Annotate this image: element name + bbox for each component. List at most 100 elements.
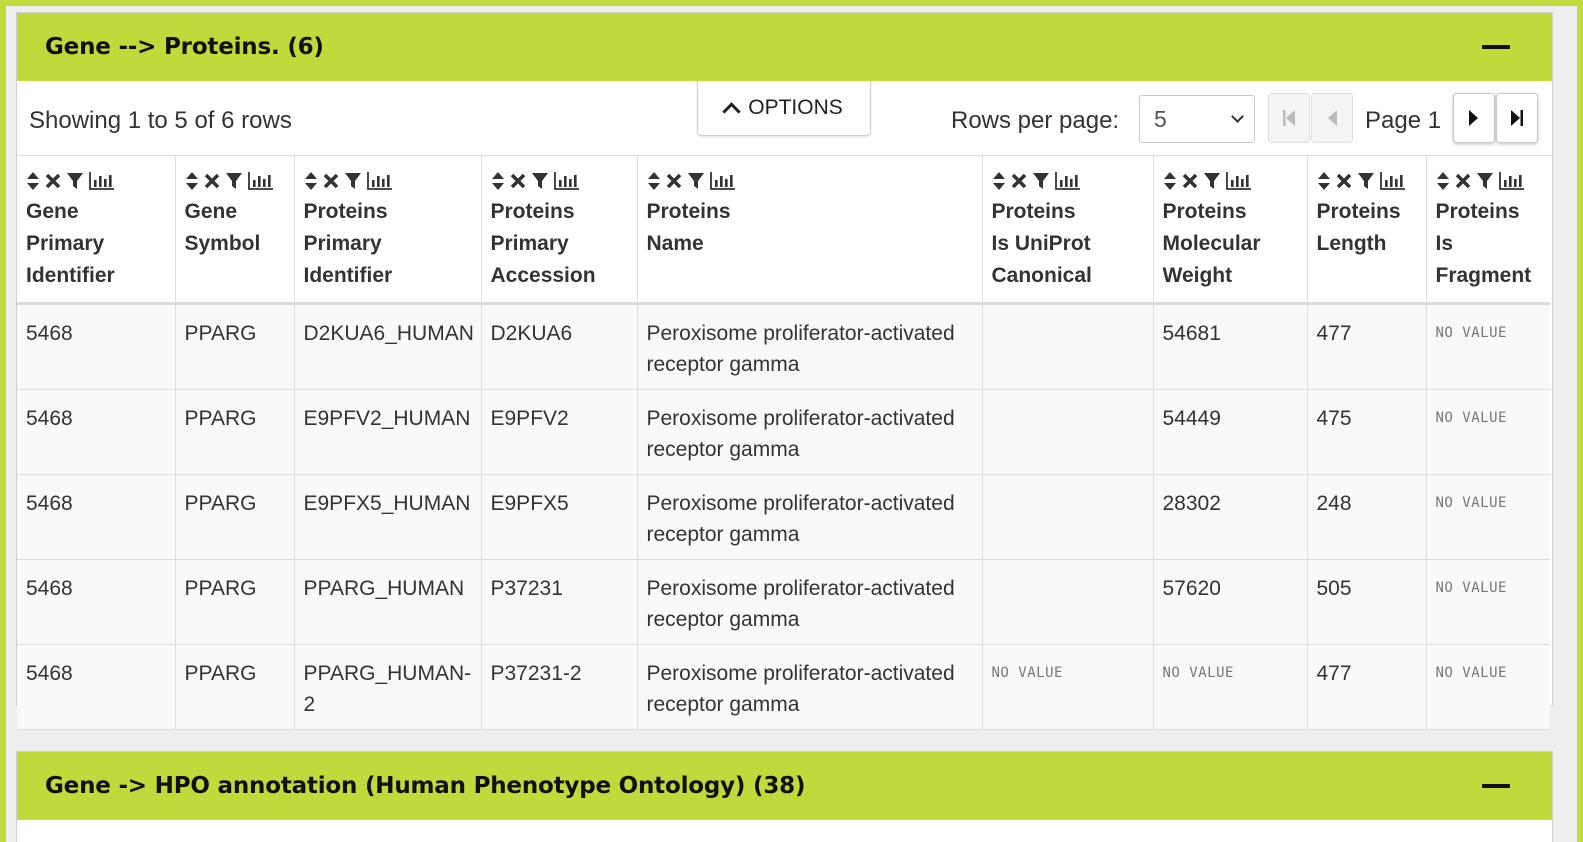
chevron-up-icon xyxy=(722,101,741,121)
remove-column-icon[interactable] xyxy=(204,171,220,191)
cell-text: Peroxisome proliferator-activated xyxy=(646,407,955,430)
table-row: 5468 PPARG D2KUA6_HUMAN D2KUA6 Peroxisome pr… xyxy=(17,303,1550,390)
table-cell: Peroxisome proliferator-activated recepto… xyxy=(637,389,983,475)
column-header-label: Molecular xyxy=(1162,232,1261,255)
table-cell: 477 xyxy=(1307,644,1427,730)
filter-icon[interactable] xyxy=(687,171,705,191)
column-header-label: Proteins xyxy=(1316,200,1401,223)
remove-column-icon[interactable] xyxy=(1336,171,1352,191)
cell-text: 5468 xyxy=(26,662,73,685)
next-page-button[interactable] xyxy=(1453,93,1495,143)
cell-text: 5468 xyxy=(26,322,73,345)
table-cell: 475 xyxy=(1307,389,1427,475)
sort-icon[interactable] xyxy=(26,171,40,191)
column-header-label: Proteins xyxy=(303,200,388,223)
rows-per-page-select[interactable]: 5 xyxy=(1139,95,1255,143)
sort-icon[interactable] xyxy=(1163,171,1177,191)
header-row: Gene Primary Identifier Gene Symbol Proteins P… xyxy=(17,156,1550,305)
rows-per-page-label: Rows per page: xyxy=(951,107,1120,134)
table-cell: 54449 xyxy=(1153,389,1308,475)
rows-count-text: Showing 1 to 5 of 6 rows xyxy=(29,107,292,134)
bar-chart-icon[interactable] xyxy=(89,171,115,191)
cell-text: PPARG_HUMAN- xyxy=(303,662,472,685)
cell-text: Peroxisome proliferator-activated xyxy=(646,662,955,685)
column-header-label: Proteins xyxy=(1435,200,1520,223)
table-cell: NO VALUE xyxy=(1153,644,1308,730)
bar-chart-icon[interactable] xyxy=(1225,171,1252,191)
column-header-label: Identifier xyxy=(303,264,393,287)
no-value-label: NO VALUE xyxy=(1435,495,1507,511)
previous-page-button[interactable] xyxy=(1311,93,1353,143)
table-cell: Peroxisome proliferator-activated recepto… xyxy=(637,474,983,560)
cell-text: 5468 xyxy=(26,577,73,600)
table-cell: NO VALUE xyxy=(1426,644,1550,730)
sort-icon[interactable] xyxy=(491,171,505,191)
table-toolbar: Showing 1 to 5 of 6 rows OPTIONS Rows pe… xyxy=(17,81,1552,156)
panel-header[interactable]: Gene -> HPO annotation (Human Phenotype … xyxy=(17,752,1552,820)
cell-text: 28302 xyxy=(1162,492,1221,515)
table-cell: PPARG xyxy=(175,559,295,645)
cell-text: receptor gamma xyxy=(646,523,800,546)
cell-text: PPARG xyxy=(184,407,257,430)
table-cell: 5468 xyxy=(17,644,176,730)
column-header: Proteins Primary Identifier xyxy=(294,156,482,305)
last-page-button[interactable] xyxy=(1496,93,1538,143)
filter-icon[interactable] xyxy=(1203,171,1221,191)
sort-icon[interactable] xyxy=(1436,171,1450,191)
bar-chart-icon[interactable] xyxy=(1054,171,1081,191)
table-cell: NO VALUE xyxy=(1426,303,1550,390)
table-cell: PPARG xyxy=(175,644,295,730)
bar-chart-icon[interactable] xyxy=(553,171,580,191)
bar-chart-icon[interactable] xyxy=(709,171,736,191)
cell-text: 475 xyxy=(1316,407,1352,430)
cell-text: E9PFX5_HUMAN xyxy=(303,492,471,515)
collapse-minus-icon[interactable] xyxy=(1482,45,1510,49)
remove-column-icon[interactable] xyxy=(1182,171,1198,191)
filter-icon[interactable] xyxy=(531,171,549,191)
table-cell: E9PFX5 xyxy=(481,474,638,560)
filter-icon[interactable] xyxy=(1357,171,1375,191)
column-tools xyxy=(185,168,286,194)
panel-header[interactable]: Gene --> Proteins. (6) xyxy=(17,13,1552,81)
column-tools xyxy=(304,168,473,194)
cell-text: PPARG xyxy=(184,662,257,685)
remove-column-icon[interactable] xyxy=(1455,171,1471,191)
options-button[interactable]: OPTIONS xyxy=(697,81,871,136)
table-row: 5468 PPARG E9PFV2_HUMAN E9PFV2 Peroxisome pr… xyxy=(17,389,1550,475)
sort-icon[interactable] xyxy=(992,171,1006,191)
bar-chart-icon[interactable] xyxy=(247,171,274,191)
bar-chart-icon[interactable] xyxy=(366,171,393,191)
remove-column-icon[interactable] xyxy=(666,171,682,191)
remove-column-icon[interactable] xyxy=(45,171,61,191)
bar-chart-icon[interactable] xyxy=(1379,171,1406,191)
sort-icon[interactable] xyxy=(304,171,318,191)
table-cell: 28302 xyxy=(1153,474,1308,560)
filter-icon[interactable] xyxy=(344,171,362,191)
table-cell: 477 xyxy=(1307,303,1427,390)
no-value-label: NO VALUE xyxy=(1435,580,1507,596)
filter-icon[interactable] xyxy=(1032,171,1050,191)
last-page-icon xyxy=(1511,110,1523,126)
cell-text: receptor gamma xyxy=(646,438,800,461)
table-cell: NO VALUE xyxy=(982,644,1154,730)
sort-icon[interactable] xyxy=(647,171,661,191)
filter-icon[interactable] xyxy=(225,171,243,191)
cell-text: PPARG xyxy=(184,322,257,345)
bar-chart-icon[interactable] xyxy=(1498,171,1525,191)
cell-text: 2 xyxy=(303,693,316,716)
remove-column-icon[interactable] xyxy=(323,171,339,191)
sort-icon[interactable] xyxy=(185,171,199,191)
remove-column-icon[interactable] xyxy=(1011,171,1027,191)
no-value-label: NO VALUE xyxy=(1162,665,1234,681)
remove-column-icon[interactable] xyxy=(510,171,526,191)
collapse-minus-icon[interactable] xyxy=(1482,784,1510,788)
column-header-label: Gene xyxy=(184,200,238,223)
first-page-button[interactable] xyxy=(1268,93,1310,143)
sort-icon[interactable] xyxy=(1317,171,1331,191)
table-body: 5468 PPARG D2KUA6_HUMAN D2KUA6 Peroxisome pr… xyxy=(17,303,1550,730)
cell-text: 54449 xyxy=(1162,407,1221,430)
cell-text: E9PFV2_HUMAN xyxy=(303,407,471,430)
table-row: 5468 PPARG E9PFX5_HUMAN E9PFX5 Peroxisome pr… xyxy=(17,474,1550,560)
filter-icon[interactable] xyxy=(66,171,84,191)
filter-icon[interactable] xyxy=(1476,171,1494,191)
